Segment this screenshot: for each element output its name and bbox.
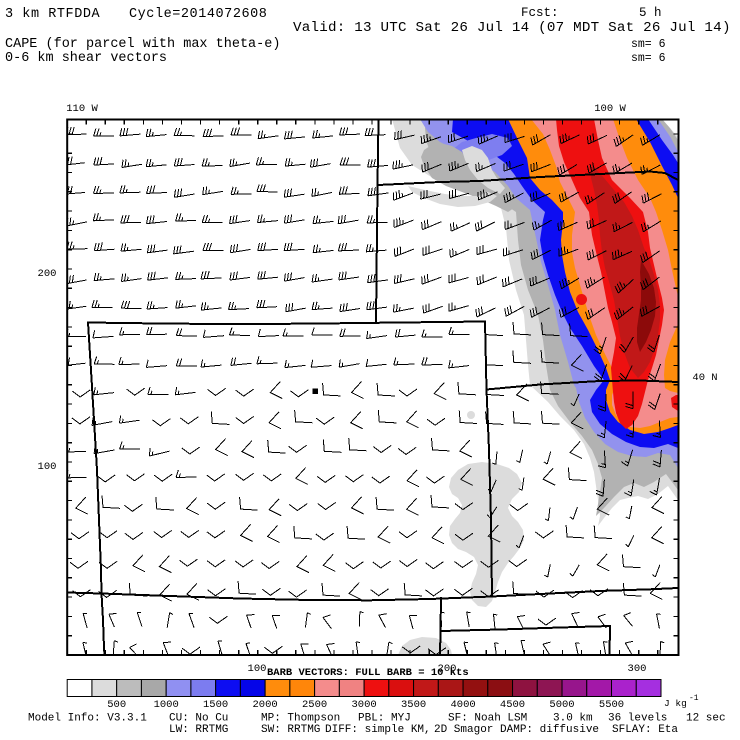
svg-text:36 levels: 36 levels xyxy=(608,713,667,725)
svg-text:DIFF: simple KM,: DIFF: simple KM, xyxy=(325,724,431,736)
svg-text:110 W: 110 W xyxy=(66,103,98,115)
svg-text:SW: RRTMG: SW: RRTMG xyxy=(261,724,320,736)
svg-text:4000: 4000 xyxy=(450,699,475,711)
svg-text:1000: 1000 xyxy=(154,699,179,711)
svg-text:Cycle=2014072608: Cycle=2014072608 xyxy=(129,7,267,22)
svg-text:Valid: 13 UTC Sat 26 Jul 14 (0: Valid: 13 UTC Sat 26 Jul 14 (07 MDT Sat … xyxy=(293,20,731,36)
svg-text:300: 300 xyxy=(628,663,647,675)
svg-text:0-6 km shear vectors: 0-6 km shear vectors xyxy=(5,51,167,66)
svg-text:40 N: 40 N xyxy=(692,372,717,384)
svg-text:5500: 5500 xyxy=(599,699,624,711)
svg-text:PBL: MYJ: PBL: MYJ xyxy=(358,713,411,725)
svg-text:5 h: 5 h xyxy=(639,6,662,20)
svg-text:5000: 5000 xyxy=(549,699,574,711)
svg-text:100: 100 xyxy=(38,461,57,473)
svg-text:LW: RRTMG: LW: RRTMG xyxy=(169,724,228,736)
svg-text:sm= 6: sm= 6 xyxy=(631,52,666,65)
svg-text:1500: 1500 xyxy=(203,699,228,711)
svg-text:3500: 3500 xyxy=(401,699,426,711)
svg-text:Fcst:: Fcst: xyxy=(521,6,559,20)
svg-text:Model Info: V3.3.1: Model Info: V3.3.1 xyxy=(28,713,147,725)
svg-text:12 sec: 12 sec xyxy=(686,713,726,725)
svg-text:100: 100 xyxy=(248,663,267,675)
svg-text:3 km RTFDDA: 3 km RTFDDA xyxy=(5,7,101,22)
svg-text:500: 500 xyxy=(107,699,126,711)
svg-text:MP: Thompson: MP: Thompson xyxy=(261,713,340,725)
svg-text:2500: 2500 xyxy=(302,699,327,711)
svg-text:100 W: 100 W xyxy=(594,103,626,115)
svg-text:2000: 2000 xyxy=(252,699,277,711)
svg-text:SF: Noah LSM: SF: Noah LSM xyxy=(448,713,527,725)
svg-text:-1: -1 xyxy=(689,694,699,703)
svg-text:CAPE (for parcel with max thet: CAPE (for parcel with max theta-e) xyxy=(5,37,280,52)
svg-text:J kg: J kg xyxy=(664,698,687,709)
svg-text:BARB VECTORS: FULL BARB = 10: BARB VECTORS: FULL BARB = 10 kts xyxy=(267,667,469,679)
svg-text:sm= 6: sm= 6 xyxy=(631,38,666,51)
svg-text:CU: No Cu: CU: No Cu xyxy=(169,713,228,725)
svg-text:3.0 km: 3.0 km xyxy=(553,713,593,725)
svg-text:4500: 4500 xyxy=(500,699,525,711)
svg-text:2D Smagor DAMP: diffusive: 2D Smagor DAMP: diffusive xyxy=(434,724,599,736)
svg-text:200: 200 xyxy=(438,663,457,675)
svg-text:200: 200 xyxy=(38,268,57,280)
svg-text:SFLAY: Eta: SFLAY: Eta xyxy=(612,724,678,736)
svg-text:3000: 3000 xyxy=(351,699,376,711)
